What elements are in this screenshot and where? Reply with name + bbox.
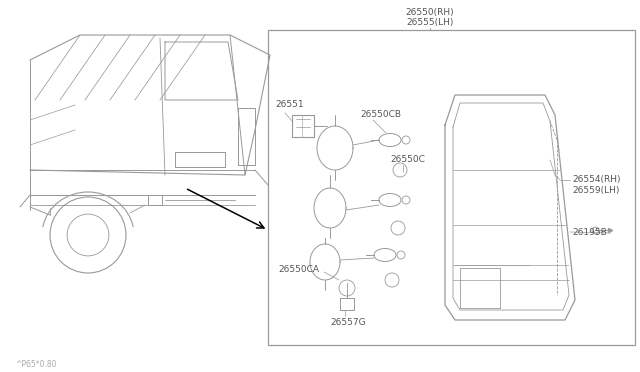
Bar [268, 30, 635, 345]
Text: 26554(RH): 26554(RH) [572, 175, 621, 184]
Text: 26550CB: 26550CB [360, 110, 401, 119]
Text: 26557G: 26557G [330, 318, 365, 327]
Text: 26195B: 26195B [572, 228, 607, 237]
Text: ^P65*0.80: ^P65*0.80 [15, 360, 56, 369]
Text: 26559(LH): 26559(LH) [572, 186, 620, 195]
Text: 26550CA: 26550CA [278, 265, 319, 274]
Text: 26551: 26551 [275, 100, 303, 109]
Text: 26550C: 26550C [390, 155, 425, 164]
Text: 26555(LH): 26555(LH) [406, 18, 454, 27]
Text: 26550(RH): 26550(RH) [406, 8, 454, 17]
